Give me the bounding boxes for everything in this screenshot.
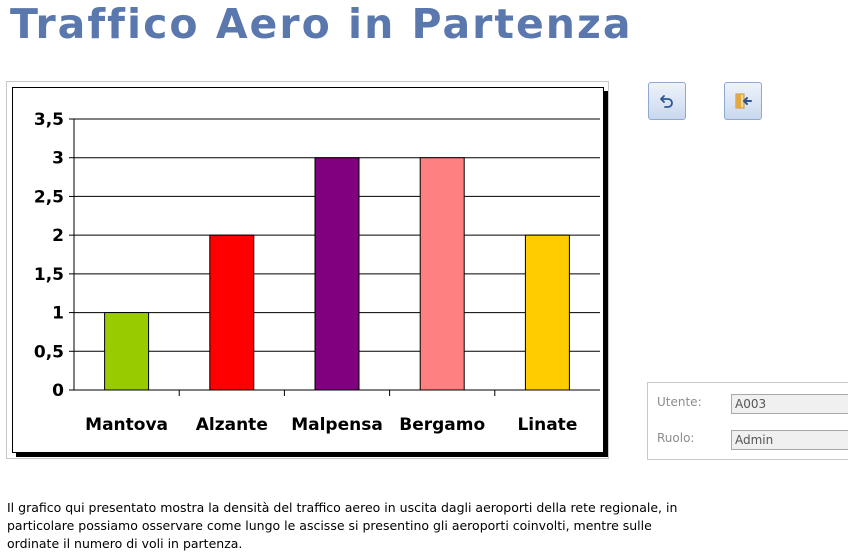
- y-tick-label: 2,5: [34, 187, 64, 207]
- x-category-label: Mantova: [85, 415, 168, 435]
- bar-alzante: [209, 234, 255, 391]
- chart-description: Il grafico qui presentato mostra la dens…: [7, 500, 678, 551]
- user-label: Utente:: [657, 395, 702, 409]
- undo-button[interactable]: [648, 82, 686, 120]
- y-tick-label: 1: [52, 304, 64, 324]
- y-tick-label: 3,5: [34, 110, 64, 130]
- exit-door-icon: [735, 93, 752, 109]
- bar-linate: [524, 234, 570, 391]
- user-info-panel: Utente: A003 Ruolo: Admin: [647, 382, 848, 460]
- x-category-label: Bergamo: [399, 415, 485, 435]
- x-category-label: Linate: [517, 415, 577, 435]
- y-tick-label: 0: [52, 381, 64, 401]
- role-field[interactable]: Admin: [731, 430, 848, 450]
- bar-chart: 0 0,5 1 1,5 2 2,5 3 3,5 Mantova Alzante Malpensa Be…: [34, 110, 600, 435]
- exit-button[interactable]: [724, 82, 762, 120]
- bar-bergamo: [419, 157, 465, 391]
- y-tick-label: 2: [52, 226, 64, 246]
- x-category-label: Alzante: [196, 415, 268, 435]
- chart-area: 0 0,5 1 1,5 2 2,5 3 3,5 Mantova Alzante Malpensa Be…: [12, 87, 604, 453]
- bar-malpensa: [314, 157, 360, 391]
- y-tick-label: 0,5: [34, 342, 64, 362]
- undo-arrow-icon: [660, 95, 673, 108]
- bar-mantova: [104, 312, 150, 391]
- x-category-label: Malpensa: [291, 415, 383, 435]
- user-field[interactable]: A003: [731, 394, 848, 414]
- role-label: Ruolo:: [657, 431, 695, 445]
- y-tick-label: 3: [52, 149, 64, 169]
- chart-frame: 0 0,5 1 1,5 2 2,5 3 3,5 Mantova Alzante Malpensa Be…: [6, 81, 609, 459]
- page-title: Traffico Aero in Partenza: [10, 0, 633, 48]
- y-tick-label: 1,5: [34, 265, 64, 285]
